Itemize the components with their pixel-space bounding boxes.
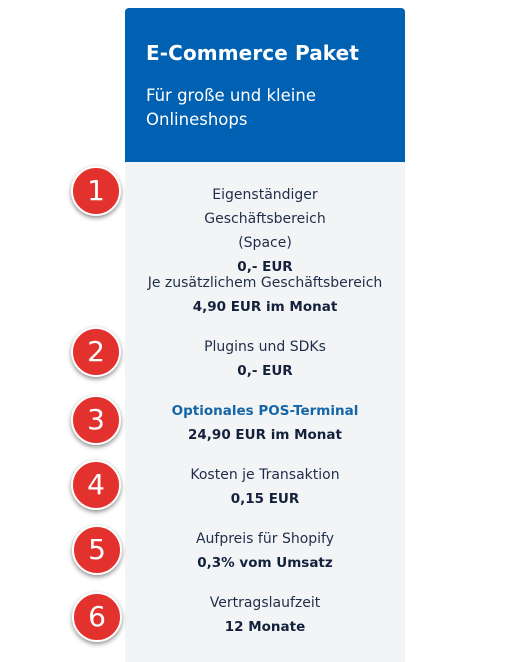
pos-terminal-link[interactable]: Optionales POS-Terminal	[171, 403, 359, 419]
feature-value: 0,3% vom Umsatz	[197, 555, 333, 571]
step-marker-2: 2	[71, 327, 121, 377]
step-marker-1: 1	[71, 166, 121, 216]
feature-value: 0,- EUR	[237, 363, 293, 379]
step-marker-5: 5	[72, 525, 122, 575]
feature-value: 24,90 EUR im Monat	[188, 427, 342, 443]
card-subtitle: Für große und kleine Onlineshops	[146, 86, 316, 129]
feature-label: Kosten je Transaktion	[190, 467, 340, 483]
step-marker-4: 4	[71, 460, 121, 510]
feature-plugins: Plugins und SDKs 0,- EUR	[125, 335, 405, 383]
feature-transaction-fee: Kosten je Transaktion 0,15 EUR	[125, 463, 405, 511]
feature-value: 0,- EUR	[237, 259, 293, 275]
step-marker-6: 6	[72, 592, 122, 642]
feature-value: 0,15 EUR	[230, 491, 300, 507]
card-title: E-Commerce Paket	[146, 41, 359, 65]
feature-label: Je zusätzlichem Geschäftsbereich	[147, 275, 383, 291]
card-header: E-Commerce Paket Für große und kleine On…	[125, 8, 405, 162]
feature-space: Eigenständiger Geschäftsbereich (Space) …	[125, 183, 405, 279]
feature-label: Vertragslaufzeit	[209, 595, 321, 611]
feature-pos-terminal: Optionales POS-Terminal 24,90 EUR im Mon…	[125, 399, 405, 447]
step-marker-3: 3	[71, 395, 121, 445]
pricing-card: E-Commerce Paket Für große und kleine On…	[125, 8, 405, 662]
feature-label: Plugins und SDKs	[204, 339, 326, 355]
feature-value: 4,90 EUR im Monat	[192, 299, 338, 315]
feature-value: 12 Monate	[224, 619, 306, 635]
feature-label: Eigenständiger Geschäftsbereich (Space)	[204, 187, 326, 251]
feature-label: Aufpreis für Shopify	[195, 531, 335, 547]
feature-shopify-surcharge: Aufpreis für Shopify 0,3% vom Umsatz	[125, 527, 405, 575]
feature-extra-space: Je zusätzlichem Geschäftsbereich 4,90 EU…	[125, 271, 405, 319]
feature-contract-term: Vertragslaufzeit 12 Monate	[125, 591, 405, 639]
